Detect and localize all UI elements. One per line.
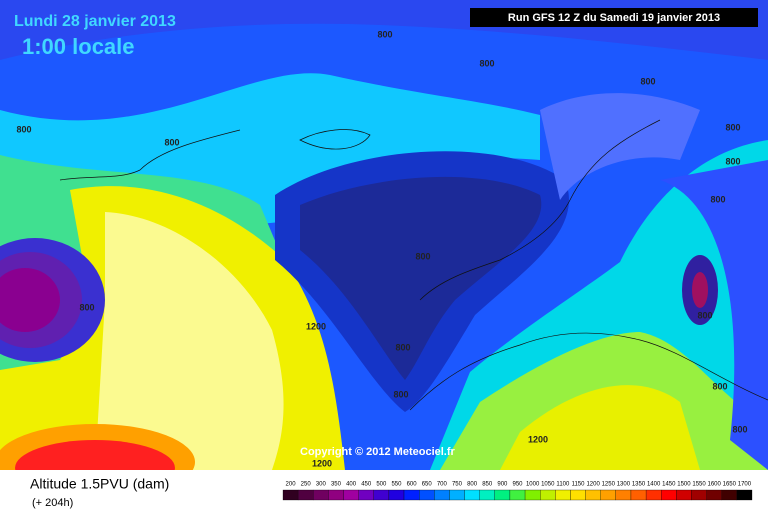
scale-swatch: [706, 489, 722, 501]
scale-label: 750: [452, 482, 463, 488]
scale-swatch: [282, 489, 299, 501]
scale-label: 1350: [632, 482, 646, 488]
scale-label: 600: [407, 482, 418, 488]
scale-swatch: [736, 489, 753, 501]
scale-label: 300: [316, 482, 327, 488]
scale-label: 1050: [541, 482, 555, 488]
contour-label: 800: [16, 124, 31, 134]
contour-label: 800: [725, 156, 740, 166]
contour-label: 800: [732, 424, 747, 434]
contour-label: 1200: [306, 321, 326, 331]
lead-time: (+ 204h): [32, 497, 73, 509]
scale-swatch: [676, 489, 692, 501]
contour-label: 800: [393, 389, 408, 399]
scale-swatch: [540, 489, 556, 501]
scale-swatch: [434, 489, 450, 501]
scale-swatch: [464, 489, 480, 501]
copyright: Copyright © 2012 Meteociel.fr: [300, 446, 456, 458]
scale-swatch: [524, 489, 541, 501]
run-label: Run GFS 12 Z du Samedi 19 janvier 2013: [508, 12, 720, 24]
scale-swatch: [494, 489, 511, 501]
scale-label: 1550: [692, 482, 706, 488]
scale-label: 1200: [586, 482, 600, 488]
scale-label: 1250: [602, 482, 616, 488]
scale-label: 1650: [723, 482, 737, 488]
contour-label: 800: [79, 302, 94, 312]
scale-swatch: [555, 489, 571, 501]
contour-label: 800: [712, 381, 727, 391]
scale-label: 1600: [707, 482, 721, 488]
scale-label: 950: [512, 482, 523, 488]
scale-swatch: [373, 489, 390, 501]
scale-label: 1300: [617, 482, 631, 488]
scale-label: 700: [437, 482, 448, 488]
scale-swatch: [297, 489, 314, 501]
scale-swatch: [630, 489, 647, 501]
scale-label: 200: [286, 482, 297, 488]
time: 1:00 locale: [22, 34, 135, 59]
scale-swatch: [343, 489, 359, 501]
scale-label: 1400: [647, 482, 661, 488]
scale-swatch: [600, 489, 616, 501]
scale-label: 500: [376, 482, 387, 488]
scale-label: 1150: [572, 482, 586, 488]
contour-label: 800: [710, 194, 725, 204]
scale-swatch: [419, 489, 435, 501]
scale-label: 350: [331, 482, 342, 488]
scale-label: 1500: [677, 482, 691, 488]
scale-swatch: [661, 489, 677, 501]
contour-label: 1200: [528, 434, 548, 444]
scale-swatch: [403, 489, 420, 501]
scale-swatch: [449, 489, 465, 501]
contour-label: 800: [725, 122, 740, 132]
map-field: [0, 0, 768, 500]
scale-swatch: [645, 489, 662, 501]
footer-title: Altitude 1.5PVU (dam): [30, 476, 169, 492]
date: Lundi 28 janvier 2013: [14, 13, 176, 30]
scale-label: 450: [361, 482, 372, 488]
scale-label: 850: [482, 482, 493, 488]
scale-swatch: [509, 489, 526, 501]
contour-label: 800: [377, 29, 392, 39]
scale-swatch: [615, 489, 632, 501]
scale-label: 250: [301, 482, 312, 488]
color-scale: 200 250 300 350 400 450 500 550 600 650 700 750 800 8…: [282, 482, 753, 501]
contour-label: 800: [640, 76, 655, 86]
contour-label: 800: [697, 310, 712, 320]
scale-swatch: [585, 489, 601, 501]
scale-swatch: [313, 489, 329, 501]
scale-label: 1000: [526, 482, 540, 488]
scale-swatch: [388, 489, 405, 501]
contour-label: 800: [415, 251, 430, 261]
scale-label: 1450: [662, 482, 676, 488]
scale-label: 550: [391, 482, 402, 488]
scale-label: 800: [467, 482, 478, 488]
scale-label: 900: [497, 482, 508, 488]
contour-label: 800: [395, 342, 410, 352]
contour-label: 800: [164, 137, 179, 147]
scale-swatch: [479, 489, 495, 501]
scale-label: 650: [422, 482, 433, 488]
scale-swatch: [570, 489, 586, 501]
run-box: [470, 8, 758, 27]
scale-swatch: [691, 489, 707, 501]
contour-label: 800: [479, 58, 494, 68]
contour-label: 1200: [312, 458, 332, 468]
scale-label: 400: [346, 482, 357, 488]
scale-swatch: [358, 489, 374, 501]
scale-swatch: [328, 489, 344, 501]
scale-swatch: [721, 489, 738, 501]
scale-label: 1700: [738, 482, 752, 488]
contour-labels: 800 800 800 800 800 800 800 800 800 800 1200 800 800…: [16, 29, 747, 468]
scale-label: 1100: [556, 482, 570, 488]
